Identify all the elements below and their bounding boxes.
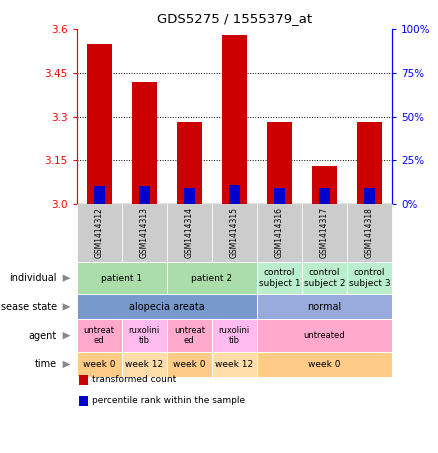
Text: ruxolini
tib: ruxolini tib (129, 326, 160, 345)
Bar (274, 188, 285, 204)
Bar (139, 186, 150, 204)
Text: GSM1414312: GSM1414312 (95, 207, 104, 258)
Text: GSM1414314: GSM1414314 (185, 207, 194, 258)
Text: untreat
ed: untreat ed (84, 326, 115, 345)
Text: ruxolini
tib: ruxolini tib (219, 326, 250, 345)
Text: time: time (35, 359, 57, 370)
Text: individual: individual (10, 273, 57, 283)
Bar (319, 188, 330, 204)
Bar (87, 44, 112, 204)
Bar (267, 122, 292, 204)
Text: agent: agent (29, 331, 57, 341)
Text: disease state: disease state (0, 302, 57, 312)
Text: week 0: week 0 (83, 360, 116, 369)
Text: control
subject 2: control subject 2 (304, 269, 345, 288)
Bar (312, 166, 337, 204)
Bar (222, 35, 247, 204)
Text: week 0: week 0 (173, 360, 205, 369)
Text: week 0: week 0 (308, 360, 341, 369)
Text: untreat
ed: untreat ed (174, 326, 205, 345)
Bar (357, 122, 382, 204)
Text: GSM1414318: GSM1414318 (365, 207, 374, 258)
Text: week 12: week 12 (215, 360, 254, 369)
Bar (229, 185, 240, 204)
Bar (132, 82, 157, 204)
Text: control
subject 1: control subject 1 (258, 269, 300, 288)
Bar (184, 188, 195, 204)
Text: transformed count: transformed count (92, 375, 176, 384)
Text: control
subject 3: control subject 3 (349, 269, 390, 288)
Text: GSM1414316: GSM1414316 (275, 207, 284, 258)
Text: normal: normal (307, 302, 342, 312)
Text: alopecia areata: alopecia areata (129, 302, 205, 312)
Text: percentile rank within the sample: percentile rank within the sample (92, 396, 245, 405)
Text: patient 2: patient 2 (191, 274, 232, 283)
Title: GDS5275 / 1555379_at: GDS5275 / 1555379_at (157, 13, 312, 25)
Text: week 12: week 12 (125, 360, 163, 369)
Text: GSM1414315: GSM1414315 (230, 207, 239, 258)
Bar (177, 122, 201, 204)
Bar (364, 188, 375, 204)
Text: untreated: untreated (304, 331, 345, 340)
Text: GSM1414313: GSM1414313 (140, 207, 149, 258)
Bar (94, 186, 105, 204)
Text: patient 1: patient 1 (101, 274, 142, 283)
Text: GSM1414317: GSM1414317 (320, 207, 329, 258)
